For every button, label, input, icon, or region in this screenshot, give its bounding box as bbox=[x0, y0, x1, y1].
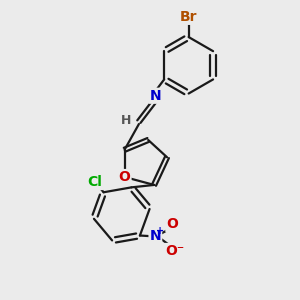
Text: H: H bbox=[121, 114, 132, 127]
Text: Br: Br bbox=[180, 10, 197, 24]
Text: O: O bbox=[118, 170, 130, 184]
Text: Cl: Cl bbox=[88, 175, 103, 189]
Text: N: N bbox=[150, 229, 161, 243]
Text: O: O bbox=[167, 217, 178, 231]
Text: +: + bbox=[156, 226, 164, 236]
Text: N: N bbox=[149, 89, 161, 103]
Text: O⁻: O⁻ bbox=[165, 244, 184, 258]
